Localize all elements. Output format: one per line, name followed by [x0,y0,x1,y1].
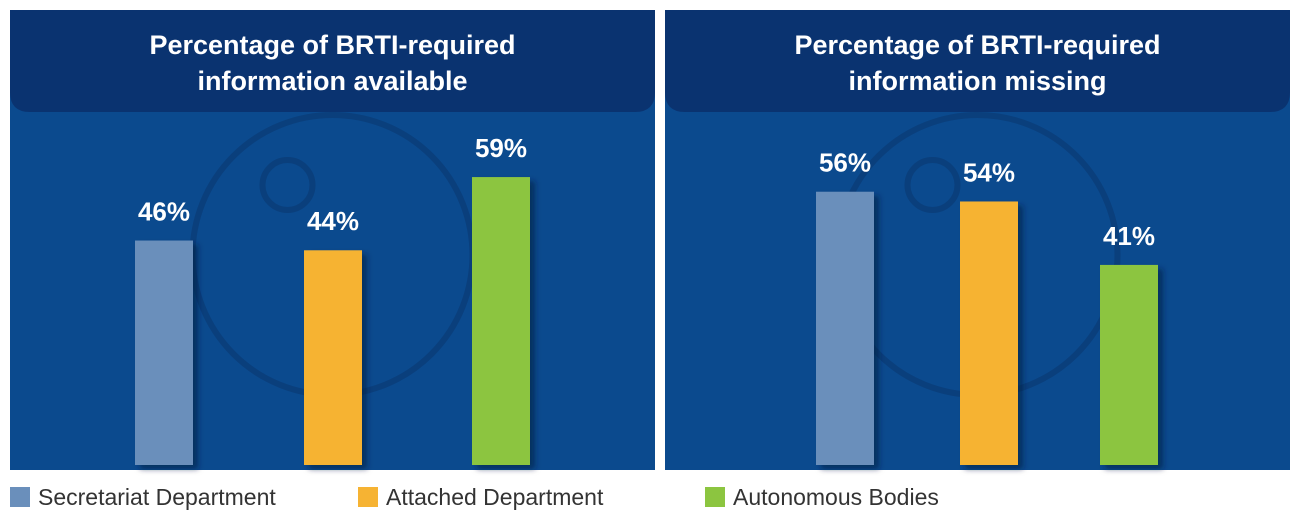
chart-title: information available [197,66,467,96]
legend-label: Autonomous Bodies [733,484,939,510]
legend-swatch [10,487,30,507]
bar [816,192,874,465]
legend-label: Secretariat Department [38,484,276,510]
value-label: 56% [819,148,871,178]
legend-swatch [705,487,725,507]
value-label: 59% [475,133,527,163]
chart-title: Percentage of BRTI-required [149,30,515,60]
bar [304,250,362,465]
legend-label: Attached Department [386,484,604,510]
panel-header [10,10,655,112]
legend-swatch [358,487,378,507]
panel-header [665,10,1290,112]
chart-title: Percentage of BRTI-required [794,30,1160,60]
bar [135,241,193,465]
chart-title: information missing [848,66,1106,96]
value-label: 46% [138,196,190,226]
bar [1100,265,1158,465]
value-label: 54% [963,157,1015,187]
value-label: 44% [307,206,359,236]
chart: Percentage of BRTI-required information a… [0,0,1295,513]
value-label: 41% [1103,221,1155,251]
bar [472,177,530,465]
bar [960,201,1018,465]
